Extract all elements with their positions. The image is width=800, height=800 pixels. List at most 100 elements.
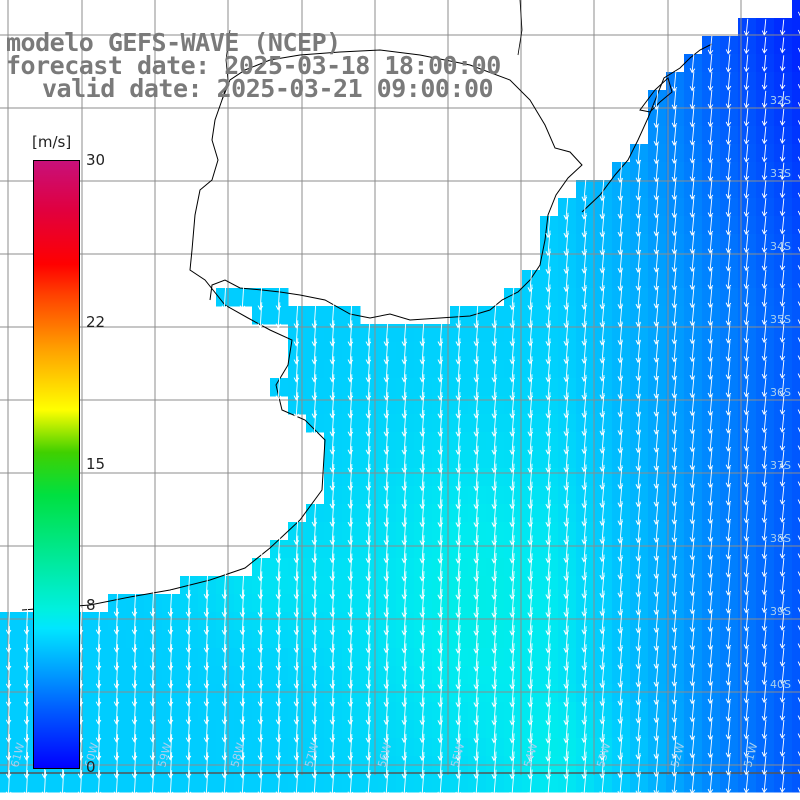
wind-arrow [185, 644, 192, 671]
wind-arrow [743, 251, 750, 272]
wind-arrow [257, 698, 264, 725]
wind-arrow [779, 162, 786, 181]
wind-arrow [761, 575, 768, 596]
wind-cell [792, 198, 800, 217]
longitude-labels: 61W 60W 59W 58W 57W 56W 55W 54W 53W 52W 51W [8, 741, 760, 769]
wind-arrow [113, 734, 120, 761]
wind-arrow [239, 770, 246, 797]
wind-arrow [779, 611, 786, 631]
wind-arrow [689, 71, 696, 92]
border-path [221, 0, 523, 101]
wind-arrow [779, 773, 786, 793]
wind-arrow [761, 557, 768, 578]
wind-arrow [689, 232, 696, 255]
wind-arrow [689, 89, 696, 110]
wind-arrow [581, 769, 587, 798]
wind-arrow [725, 269, 732, 290]
wind-arrow [797, 625, 800, 631]
wind-arrow [761, 162, 768, 181]
wind-arrow [149, 608, 156, 635]
wind-arrow [725, 215, 732, 236]
lagoon-path [639, 77, 673, 113]
longitude-label: 55W [448, 741, 467, 769]
wind-arrow [707, 430, 714, 453]
wind-arrow [797, 769, 800, 775]
wind-arrow [761, 719, 768, 740]
longitude-label: 60W [82, 741, 101, 769]
wind-arrow [725, 377, 732, 398]
wind-cell [792, 324, 800, 343]
wind-arrow [725, 359, 732, 380]
wind-arrow [23, 626, 30, 653]
wind-arrow [743, 575, 750, 596]
wind-arrow [221, 716, 228, 743]
wind-arrow [743, 431, 750, 452]
latitude-label: 37S [770, 459, 791, 472]
wind-arrow [275, 302, 282, 329]
wind-arrow [761, 593, 768, 614]
wind-arrow [149, 662, 156, 689]
wind-arrow [185, 698, 192, 725]
wind-arrow [779, 37, 786, 54]
wind-arrow [167, 589, 174, 617]
wind-arrow [185, 571, 192, 600]
wind-arrow [797, 65, 800, 71]
wind-arrow [779, 701, 786, 721]
wind-arrow [761, 737, 768, 758]
wind-arrow [797, 47, 800, 53]
wind-arrow [707, 268, 714, 290]
wind-arrow [95, 680, 102, 707]
wind-arrow [257, 643, 264, 671]
wind-arrow [23, 734, 30, 761]
wind-arrow [5, 644, 12, 671]
wind-arrow [725, 341, 732, 362]
wind-arrow [779, 73, 786, 90]
wind-arrow [95, 734, 102, 761]
wind-arrow [5, 680, 12, 707]
wind-arrow [797, 607, 800, 613]
longitude-label: 53W [594, 741, 613, 769]
wind-arrow [455, 769, 462, 797]
wind-arrow [761, 449, 768, 470]
wind-cell [792, 0, 800, 19]
wind-arrow [797, 391, 800, 397]
wind-arrow [95, 752, 102, 779]
wind-arrow [779, 575, 786, 595]
wind-arrow [743, 72, 750, 91]
wind-arrow [203, 589, 210, 618]
wind-arrow [725, 629, 732, 650]
wind-arrow [617, 770, 624, 797]
wind-arrow [797, 553, 800, 559]
wind-arrow [95, 644, 102, 671]
wind-arrow [779, 180, 786, 199]
wind-cell [792, 216, 800, 235]
wind-arrow [707, 251, 714, 272]
wind-arrow [275, 662, 282, 689]
wind-cell [792, 432, 800, 451]
wind-arrow [779, 287, 786, 307]
wind-arrow [743, 719, 750, 740]
wind-arrow [95, 626, 102, 653]
wind-arrow [689, 196, 696, 218]
wind-cell [792, 558, 800, 577]
wind-arrow [23, 752, 30, 779]
wind-arrow [707, 286, 714, 308]
wind-arrow [131, 662, 138, 689]
wind-arrow [761, 54, 768, 72]
colorbar-tick-30: 30 [86, 151, 106, 169]
wind-arrow [725, 539, 732, 560]
wind-cell [792, 648, 800, 667]
wind-arrow [5, 734, 12, 761]
colorbar-unit: [m/s] [32, 133, 72, 151]
wind-arrow [797, 445, 800, 451]
wind-arrow [779, 108, 786, 126]
wind-cell [792, 738, 800, 757]
wind-arrow [707, 322, 714, 344]
colorbar-tick-22: 22 [86, 312, 106, 331]
colorbar [33, 160, 80, 769]
wind-arrow [203, 716, 210, 743]
wind-arrow [779, 252, 786, 271]
wind-arrow [149, 626, 156, 653]
wind-arrow [185, 626, 192, 653]
wind-arrow [545, 769, 551, 798]
